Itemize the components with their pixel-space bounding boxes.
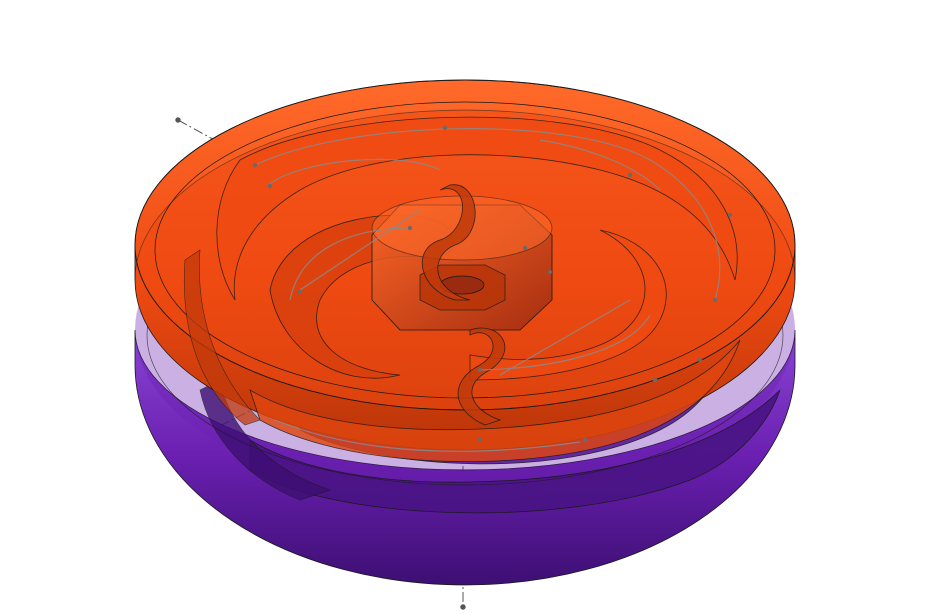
bottom-rim <box>134 329 796 586</box>
sketch-points <box>252 125 733 443</box>
sketch-lines <box>254 128 721 452</box>
